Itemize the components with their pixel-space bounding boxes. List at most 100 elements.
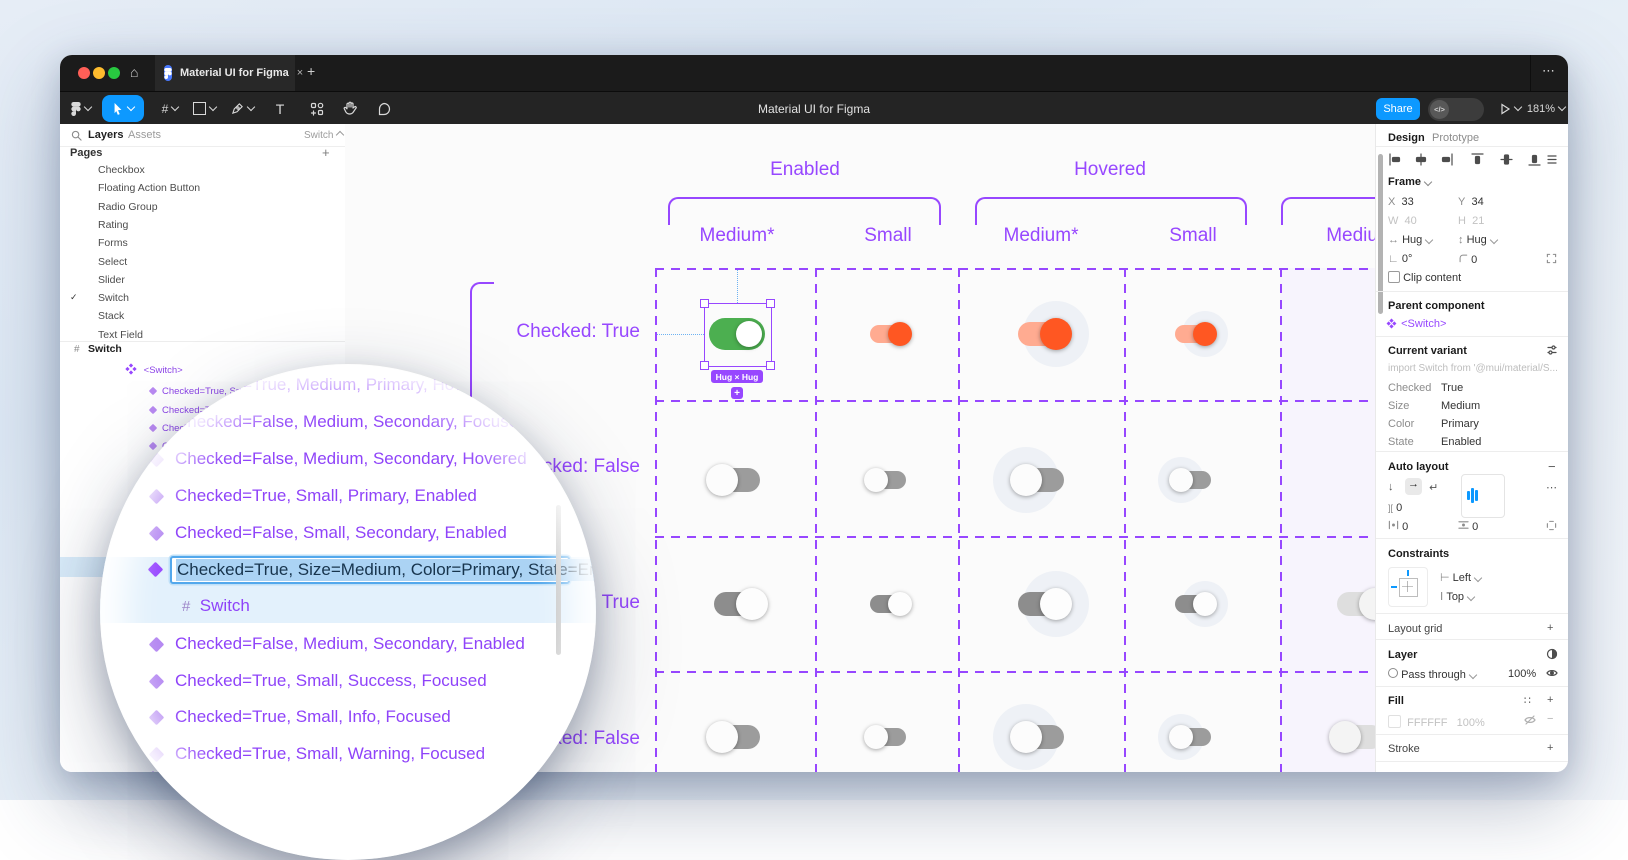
traffic-minimize-button[interactable]	[93, 67, 105, 79]
v-padding-field[interactable]: 0	[1458, 520, 1478, 533]
y-position-field[interactable]: Y 34	[1458, 196, 1484, 208]
document-title[interactable]: Material UI for Figma	[60, 102, 1568, 116]
variant-settings-icon[interactable]	[1546, 344, 1558, 359]
window-more-icon[interactable]: ⋯	[1542, 63, 1556, 79]
dev-mode-toggle[interactable]: </>	[1428, 98, 1484, 121]
sidebar-page-select[interactable]: Select	[98, 256, 127, 268]
loupe-layer-row[interactable]: Checked=True, Medium, Primary, Hovered	[175, 375, 497, 395]
add-stroke-icon[interactable]: +	[1547, 742, 1553, 754]
top-constraint-tick	[1407, 570, 1409, 576]
traffic-close-button[interactable]	[78, 67, 90, 79]
loupe-layer-row[interactable]: Checked=True, Small, Warning, Focused	[175, 744, 485, 764]
frame-section-label[interactable]: Frame	[1388, 176, 1431, 188]
eye-icon[interactable]	[1546, 667, 1558, 682]
loupe-layer-row-switch[interactable]: # Switch	[182, 596, 250, 616]
loupe-layer-row[interactable]: Checked=True, Small, Success, Focused	[175, 671, 487, 691]
corner-radius-field[interactable]: 0	[1458, 253, 1477, 266]
loupe-layer-row[interactable]: Checked=True, Small, Primary, Enabled	[175, 486, 477, 506]
selection-handle[interactable]	[766, 361, 775, 370]
frame-row-switch[interactable]: Switch	[88, 343, 122, 355]
variant-prop-value[interactable]: Medium	[1441, 400, 1480, 412]
add-variant-badge[interactable]: +	[731, 387, 743, 399]
alignment-widget[interactable]	[1461, 474, 1505, 518]
independent-padding-icon[interactable]	[1546, 520, 1557, 534]
width-field[interactable]: W 40	[1388, 215, 1417, 227]
group-bracket-partial	[1281, 197, 1375, 225]
selection-handle[interactable]	[700, 361, 709, 370]
h-padding-field[interactable]: 0	[1388, 520, 1408, 533]
tab-assets[interactable]: Assets	[128, 129, 161, 141]
layout-direction-horizontal[interactable]: →	[1405, 478, 1422, 495]
height-field[interactable]: H 21	[1458, 215, 1484, 227]
rotation-field[interactable]: ∟ 0°	[1388, 253, 1412, 265]
sidebar-page-forms[interactable]: Forms	[98, 237, 128, 249]
sidebar-page-slider[interactable]: Slider	[98, 274, 125, 286]
add-page-icon[interactable]: +	[322, 145, 330, 160]
layout-grid-label: Layout grid	[1388, 623, 1442, 635]
panel-scrollbar[interactable]	[1378, 154, 1383, 314]
selection-handle[interactable]	[766, 299, 775, 308]
loupe-scrollbar[interactable]	[556, 505, 561, 655]
tab-prototype[interactable]: Prototype	[1432, 132, 1479, 144]
loupe-layer-row[interactable]: Checked=False, Small, Secondary, Enabled	[175, 523, 507, 543]
tab-design[interactable]: Design	[1388, 132, 1425, 144]
variant-prop-value[interactable]: Primary	[1441, 418, 1479, 430]
share-button[interactable]: Share	[1376, 98, 1420, 120]
layout-direction-vertical[interactable]: ↓	[1388, 481, 1394, 493]
focused-column-background	[1280, 268, 1375, 772]
add-fill-icon[interactable]: +	[1547, 694, 1553, 706]
blend-mode-icon[interactable]	[1546, 648, 1558, 663]
blend-mode-select[interactable]: Pass through	[1388, 668, 1476, 681]
new-tab-icon[interactable]: +	[307, 63, 315, 79]
h-resize-select[interactable]: ↔ Hug	[1388, 234, 1432, 246]
grid-line	[655, 536, 1375, 538]
add-layout-grid-icon[interactable]: +	[1547, 622, 1553, 634]
home-icon[interactable]: ⌂	[130, 64, 138, 80]
chevron-down-icon	[1558, 103, 1566, 111]
sidebar-page-switch[interactable]: Switch	[98, 292, 129, 304]
constraints-widget[interactable]	[1388, 567, 1428, 607]
file-tab[interactable]: Material UI for Figma ×	[155, 55, 295, 91]
loupe-layer-row[interactable]: Checked=False, Medium, Secondary, Focuse…	[175, 412, 528, 432]
layout-wrap-icon[interactable]: ↵	[1429, 481, 1438, 494]
tab-layers[interactable]: Layers	[88, 129, 123, 141]
v-resize-select[interactable]: ↕ Hug	[1458, 234, 1497, 246]
tab-close-icon[interactable]: ×	[297, 67, 303, 79]
sidebar-page-stack[interactable]: Stack	[98, 310, 124, 322]
variant-prop-value[interactable]: Enabled	[1441, 436, 1481, 448]
chevron-up-icon	[336, 131, 344, 139]
loupe-layer-row[interactable]: Checked=False, Medium, Secondary, Enable…	[175, 634, 525, 654]
sidebar-page-radio-group[interactable]: Radio Group	[98, 201, 158, 213]
sidebar-page-text-field[interactable]: Text Field	[98, 329, 143, 341]
remove-fill-icon[interactable]: −	[1547, 713, 1553, 725]
page-dropdown[interactable]: Switch	[304, 129, 343, 141]
layer-opacity-field[interactable]: 100%	[1508, 668, 1536, 680]
sidebar-page-checkbox[interactable]: Checkbox	[98, 164, 145, 176]
loupe-layer-row[interactable]: Checked=False, Medium, Secondary, Hovere…	[175, 449, 527, 469]
fill-row[interactable]: FFFFFF 100%	[1388, 715, 1485, 729]
present-button[interactable]	[1496, 92, 1524, 125]
traffic-maximize-button[interactable]	[108, 67, 120, 79]
remove-auto-layout-icon[interactable]: −	[1548, 459, 1556, 474]
parent-component-row[interactable]: <Switch>	[1388, 318, 1446, 330]
independent-corners-icon[interactable]	[1546, 253, 1557, 267]
auto-layout-more-icon[interactable]: ⋯	[1546, 481, 1557, 494]
h-constraint-select[interactable]: ⊢ Left	[1440, 571, 1481, 584]
loupe-rename-input[interactable]: Checked=True, Size=Medium, Color=Primary…	[170, 556, 570, 584]
constraints-label: Constraints	[1388, 548, 1449, 560]
fill-styles-icon[interactable]: ∷	[1524, 694, 1531, 707]
fill-swatch[interactable]	[1388, 715, 1401, 728]
component-set-icon	[125, 363, 136, 374]
sidebar-page-floating-action-button[interactable]: Floating Action Button	[98, 182, 200, 194]
clip-content-checkbox[interactable]: Clip content	[1388, 271, 1461, 284]
gap-field[interactable]: ][ 0	[1388, 502, 1402, 514]
x-position-field[interactable]: X 33	[1388, 196, 1414, 208]
eye-off-icon[interactable]	[1524, 714, 1536, 729]
zoom-level-control[interactable]: 181%	[1526, 92, 1566, 125]
variant-prop-value[interactable]: True	[1441, 382, 1463, 394]
loupe-layer-row[interactable]: Checked=True, Small, Info, Focused	[175, 707, 451, 727]
v-constraint-select[interactable]: Ⅰ Top	[1440, 590, 1474, 603]
selection-handle[interactable]	[700, 299, 709, 308]
selection-rectangle[interactable]	[704, 303, 772, 367]
sidebar-page-rating[interactable]: Rating	[98, 219, 128, 231]
